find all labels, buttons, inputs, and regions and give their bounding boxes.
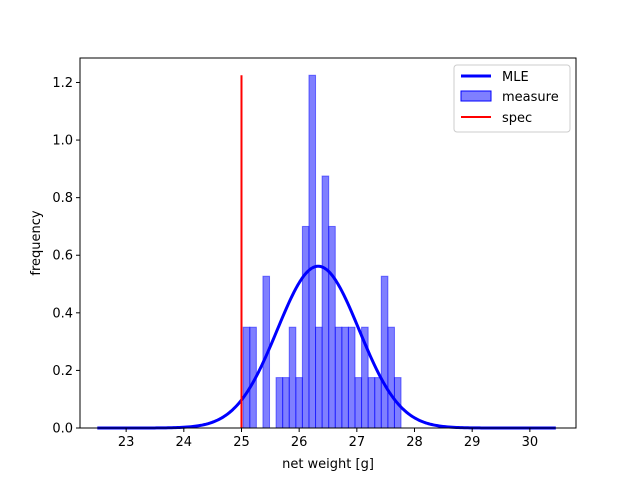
histogram-bar — [380, 275, 389, 429]
histogram-bar — [347, 326, 356, 429]
x-tick-label: 27 — [349, 435, 366, 450]
histogram-bar — [288, 326, 297, 429]
histogram-bar — [301, 225, 310, 429]
y-tick-label: 0.4 — [52, 306, 73, 321]
x-tick-label: 23 — [118, 435, 135, 450]
plot-frame — [79, 57, 577, 429]
legend-label-spec: spec — [502, 111, 532, 126]
histogram-bar — [341, 326, 349, 429]
histogram-bar — [334, 326, 343, 429]
histogram-bar — [328, 225, 336, 429]
histogram-bar — [354, 377, 363, 429]
x-tick-label: 24 — [176, 435, 193, 450]
y-tick-label: 0.0 — [52, 422, 73, 437]
histogram-bars — [242, 74, 402, 429]
histogram-bar — [367, 377, 376, 429]
histogram-bar — [315, 326, 323, 429]
legend: MLE measure spec — [453, 64, 571, 133]
y-tick-label: 1.0 — [52, 134, 73, 149]
histogram-bar — [282, 377, 290, 429]
legend-frame — [453, 64, 571, 133]
histogram-bar — [275, 377, 284, 429]
histogram-bar — [295, 377, 303, 429]
histogram-bar — [242, 326, 251, 429]
x-tick-label: 29 — [464, 435, 481, 450]
histogram-bar — [387, 326, 395, 429]
x-axis-ticks: 23 24 25 26 27 28 29 30 — [118, 428, 538, 450]
legend-swatch-measure — [460, 90, 492, 102]
legend-label-mle: MLE — [502, 70, 529, 85]
y-tick-label: 0.6 — [52, 249, 73, 264]
y-tick-label: 0.2 — [52, 364, 73, 379]
y-tick-label: 1.2 — [52, 76, 73, 91]
y-axis-label: frequency — [29, 210, 44, 276]
histogram-bar — [308, 74, 317, 429]
y-tick-label: 0.8 — [52, 191, 73, 206]
legend-label-measure: measure — [502, 90, 559, 105]
x-axis-label: net weight [g] — [282, 457, 374, 472]
y-axis-ticks: 0.0 0.2 0.4 0.6 0.8 1.0 1.2 — [52, 76, 80, 437]
histogram-bar — [321, 175, 330, 429]
x-tick-label: 26 — [291, 435, 308, 450]
histogram-bar — [374, 377, 382, 429]
x-tick-label: 30 — [522, 435, 539, 450]
x-tick-label: 28 — [406, 435, 423, 450]
x-tick-label: 25 — [233, 435, 250, 450]
